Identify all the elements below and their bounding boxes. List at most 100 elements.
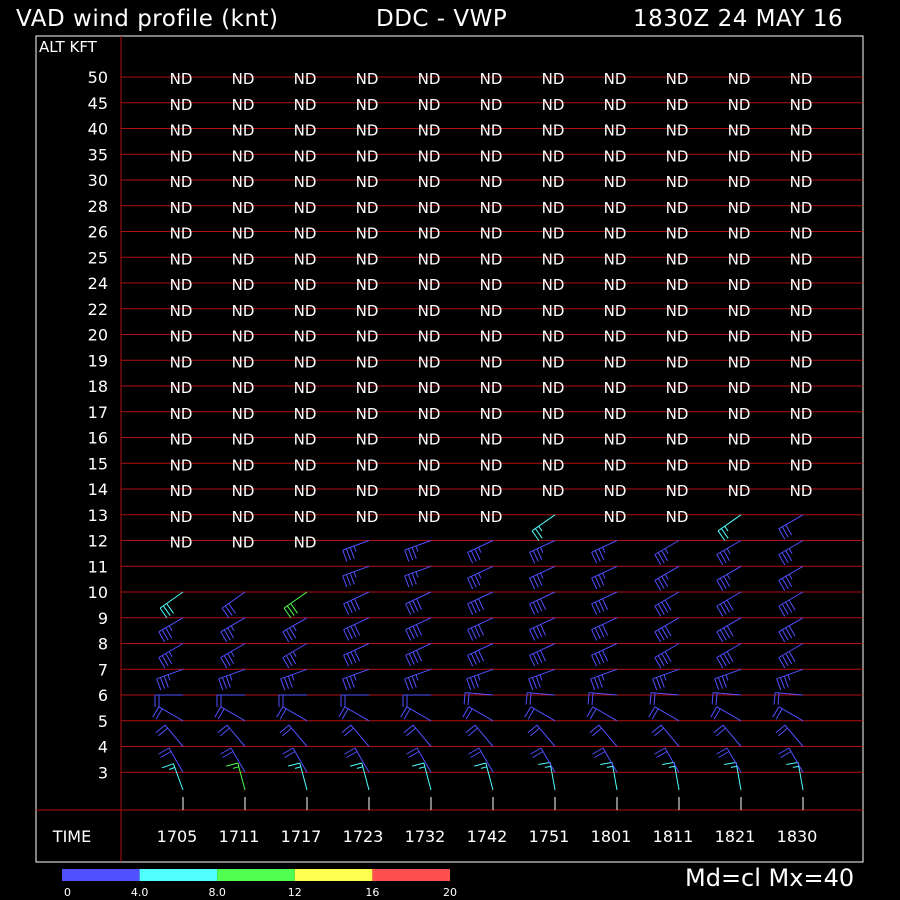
wind-barb-stroke: [661, 601, 669, 613]
wind-barb-stroke: [220, 617, 246, 633]
wind-barb-stroke: [591, 540, 618, 553]
no-data-label: ND: [418, 431, 441, 449]
no-data-label: ND: [480, 199, 503, 217]
wind-barb-stroke: [167, 674, 171, 681]
no-data-label: ND: [232, 96, 255, 114]
altitude-tick-label: 4: [98, 738, 108, 757]
wind-barb-stroke: [723, 601, 731, 613]
wind-barb-stroke: [407, 548, 414, 561]
no-data-label: ND: [790, 302, 813, 320]
wind-barb-stroke: [778, 747, 790, 755]
wind-barb-stroke: [590, 668, 618, 680]
wind-barb-stroke: [598, 548, 605, 561]
wind-barb-stroke: [654, 591, 680, 607]
altitude-tick-label: 50: [88, 68, 108, 87]
altitude-tick-label: 12: [88, 532, 108, 551]
wind-barb-stroke: [530, 747, 542, 755]
no-data-label: ND: [728, 482, 751, 500]
wind-barb: [652, 668, 680, 691]
wind-barb-stroke: [465, 708, 473, 720]
wind-barb: [338, 706, 370, 722]
wind-barb-stroke: [716, 580, 724, 591]
wind-barb-stroke: [535, 675, 541, 688]
wind-barb: [350, 762, 370, 791]
wind-barb-stroke: [778, 605, 786, 617]
wind-barb-stroke: [536, 548, 543, 561]
wind-barb: [714, 668, 742, 691]
wind-barb-stroke: [217, 708, 225, 720]
wind-barb: [288, 762, 308, 791]
no-data-label: ND: [728, 328, 751, 346]
wind-barb-stroke: [531, 530, 540, 541]
wind-barb: [716, 591, 742, 617]
wind-barb-stroke: [598, 651, 605, 664]
wind-barb-stroke: [594, 751, 606, 758]
wind-barb-stroke: [342, 575, 348, 588]
wind-barb: [654, 617, 680, 643]
no-data-label: ND: [480, 122, 503, 140]
no-data-label: ND: [418, 250, 441, 268]
wind-barb: [279, 724, 308, 747]
wind-barb-stroke: [282, 747, 294, 755]
wind-barb-stroke: [279, 724, 290, 734]
wind-barb-stroke: [602, 650, 609, 662]
wind-barb-stroke: [412, 651, 419, 664]
wind-barb-stroke: [661, 576, 669, 587]
wind-barb-stroke: [654, 540, 680, 555]
wind-barb-stroke: [342, 678, 348, 691]
wind-barb-stroke: [158, 727, 168, 737]
no-data-label: ND: [356, 328, 379, 346]
wind-barb-stroke: [532, 576, 539, 588]
wind-barb-stroke: [649, 692, 652, 705]
no-data-label: ND: [232, 173, 255, 191]
wind-barb-stroke: [781, 629, 789, 641]
wind-barb-stroke: [656, 751, 668, 758]
wind-barb-stroke: [220, 747, 232, 755]
no-data-label: ND: [418, 508, 441, 526]
time-tick-label: 1705: [157, 827, 198, 846]
no-data-label: ND: [170, 225, 193, 243]
no-data-label: ND: [604, 482, 627, 500]
no-data-label: ND: [666, 508, 689, 526]
wind-barb-stroke: [781, 552, 789, 564]
no-data-label: ND: [790, 96, 813, 114]
wind-barb: [467, 565, 494, 590]
wind-barb-stroke: [407, 677, 414, 689]
wind-barb-stroke: [353, 674, 357, 681]
wind-barb-stroke: [713, 692, 742, 696]
altitude-tick-label: 7: [98, 660, 108, 679]
wind-barb-stroke: [403, 708, 411, 720]
wind-barb-stroke: [591, 643, 618, 656]
wind-barb-stroke: [657, 603, 665, 615]
wind-barb-stroke: [412, 625, 419, 638]
wind-barb-stroke: [654, 657, 662, 669]
wind-barb: [525, 692, 556, 705]
no-data-label: ND: [418, 70, 441, 88]
no-data-label: ND: [418, 96, 441, 114]
altitude-tick-label: 25: [88, 248, 108, 267]
time-tick-label: 1801: [591, 827, 632, 846]
wind-barb-stroke: [716, 565, 742, 581]
wind-barb-stroke: [158, 631, 166, 643]
wind-barb-stroke: [529, 643, 556, 656]
wind-barb-stroke: [530, 727, 540, 737]
wind-barb: [716, 565, 742, 591]
wind-barb-stroke: [485, 762, 494, 791]
wind-barb-stroke: [539, 674, 543, 681]
wind-barb-stroke: [226, 762, 238, 767]
no-data-label: ND: [418, 353, 441, 371]
no-data-label: ND: [232, 405, 255, 423]
wind-barb: [216, 694, 245, 707]
x-axis-label: TIME: [52, 827, 91, 846]
no-data-label: ND: [170, 276, 193, 294]
wind-barb: [724, 761, 742, 791]
wind-barb-stroke: [416, 650, 423, 662]
wind-barb-stroke: [651, 692, 680, 696]
wind-barb-stroke: [716, 643, 742, 658]
wind-barb-stroke: [532, 601, 539, 614]
wind-barb: [662, 761, 680, 791]
wind-barb-stroke: [405, 617, 432, 631]
wind-barb-stroke: [778, 591, 804, 607]
wind-barb-stroke: [773, 692, 776, 705]
wind-barb-stroke: [214, 706, 222, 718]
